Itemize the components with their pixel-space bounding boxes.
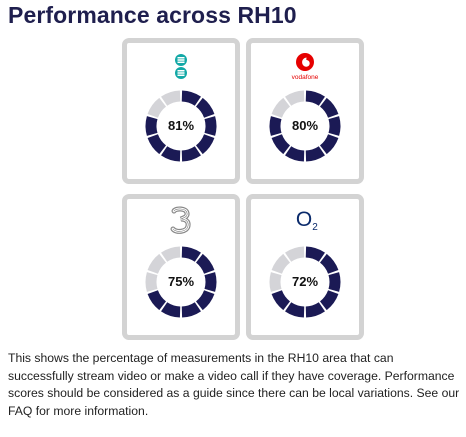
ring-segment-empty xyxy=(285,90,305,106)
operator-card-three: 75% xyxy=(122,194,240,340)
score-percentage: 72% xyxy=(291,274,319,289)
o2-logo-icon: O 2 xyxy=(251,207,359,238)
score-ring xyxy=(145,246,217,318)
ring-segment-filled xyxy=(195,253,215,275)
ring-segment-filled xyxy=(328,272,341,292)
ring-segment-filled xyxy=(305,246,325,262)
ring-segment-empty xyxy=(285,246,305,262)
score-percentage: 80% xyxy=(291,118,319,133)
svg-text:2: 2 xyxy=(312,222,318,233)
ee-logo-icon xyxy=(127,53,235,86)
ring-segment-filled xyxy=(271,133,291,155)
ring-segment-filled xyxy=(285,146,305,162)
ring-segment-filled xyxy=(181,146,201,162)
ring-segment-empty xyxy=(147,253,167,275)
ring-segment-filled xyxy=(204,116,217,136)
ring-segment-filled xyxy=(195,133,215,155)
ring-segment-filled xyxy=(305,146,325,162)
score-ring xyxy=(269,246,341,318)
ring-segment-filled xyxy=(319,253,339,275)
operator-card-o2: O 2 72% xyxy=(246,194,364,340)
vodafone-logo-text: vodafone xyxy=(292,74,319,81)
ring-segment-filled xyxy=(319,289,339,311)
ring-segment-empty xyxy=(161,90,181,106)
ring-segment-filled xyxy=(161,302,181,318)
svg-text:O: O xyxy=(296,208,312,231)
ring-segment-empty xyxy=(161,246,181,262)
ring-segment-empty xyxy=(271,97,291,119)
ring-segment-filled xyxy=(305,90,325,106)
vodafone-logo-icon: vodafone xyxy=(251,51,359,86)
score-percentage: 75% xyxy=(167,274,195,289)
ring-segment-filled xyxy=(181,90,201,106)
ring-segment-filled xyxy=(269,116,282,136)
ring-segment-filled xyxy=(195,289,215,311)
ring-segment-filled xyxy=(271,289,291,311)
operator-card-ee: 81% xyxy=(122,38,240,184)
description-text: This shows the percentage of measurement… xyxy=(8,351,460,418)
ring-segment-filled xyxy=(161,146,181,162)
ring-segment-filled xyxy=(305,302,325,318)
three-logo-icon xyxy=(127,205,235,240)
ring-segment-filled xyxy=(195,97,215,119)
score-percentage: 81% xyxy=(167,118,195,133)
score-ring xyxy=(145,90,217,162)
ring-segment-empty xyxy=(269,272,282,292)
ring-segment-filled xyxy=(285,302,305,318)
ring-segment-filled xyxy=(147,133,167,155)
ring-segment-filled xyxy=(181,246,201,262)
ring-segment-filled xyxy=(319,133,339,155)
score-ring xyxy=(269,90,341,162)
ring-segment-filled xyxy=(204,272,217,292)
ring-segment-filled xyxy=(181,302,201,318)
ring-segment-empty xyxy=(145,272,158,292)
ring-segment-filled xyxy=(147,289,167,311)
ring-segment-filled xyxy=(319,97,339,119)
ring-segment-empty xyxy=(147,97,167,119)
page-title: Performance across RH10 xyxy=(8,2,297,28)
operator-card-vodafone: vodafone 80% xyxy=(246,38,364,184)
ring-segment-filled xyxy=(145,116,158,136)
ring-segment-filled xyxy=(328,116,341,136)
ring-segment-empty xyxy=(271,253,291,275)
